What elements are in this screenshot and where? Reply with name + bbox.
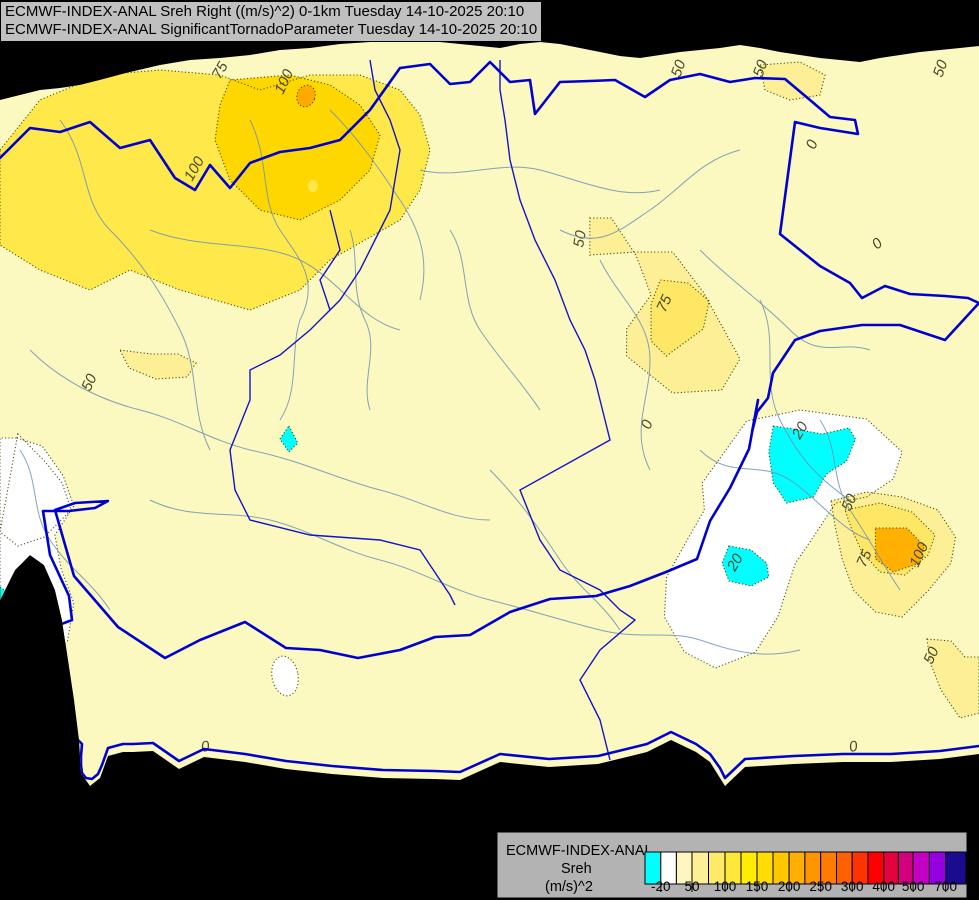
svg-text:(m/s)^2: (m/s)^2 (545, 879, 593, 895)
svg-text:300: 300 (841, 879, 864, 894)
svg-text:150: 150 (746, 879, 769, 894)
svg-text:-20: -20 (651, 879, 671, 894)
svg-text:700: 700 (934, 879, 957, 894)
svg-text:Sreh: Sreh (561, 861, 592, 877)
svg-text:400: 400 (872, 879, 895, 894)
svg-text:100: 100 (714, 879, 737, 894)
svg-text:ECMWF-INDEX-ANAL: ECMWF-INDEX-ANAL (506, 843, 653, 859)
svg-text:250: 250 (809, 879, 832, 894)
svg-text:50: 50 (684, 879, 699, 894)
svg-text:200: 200 (778, 879, 801, 894)
svg-text:500: 500 (902, 879, 925, 894)
